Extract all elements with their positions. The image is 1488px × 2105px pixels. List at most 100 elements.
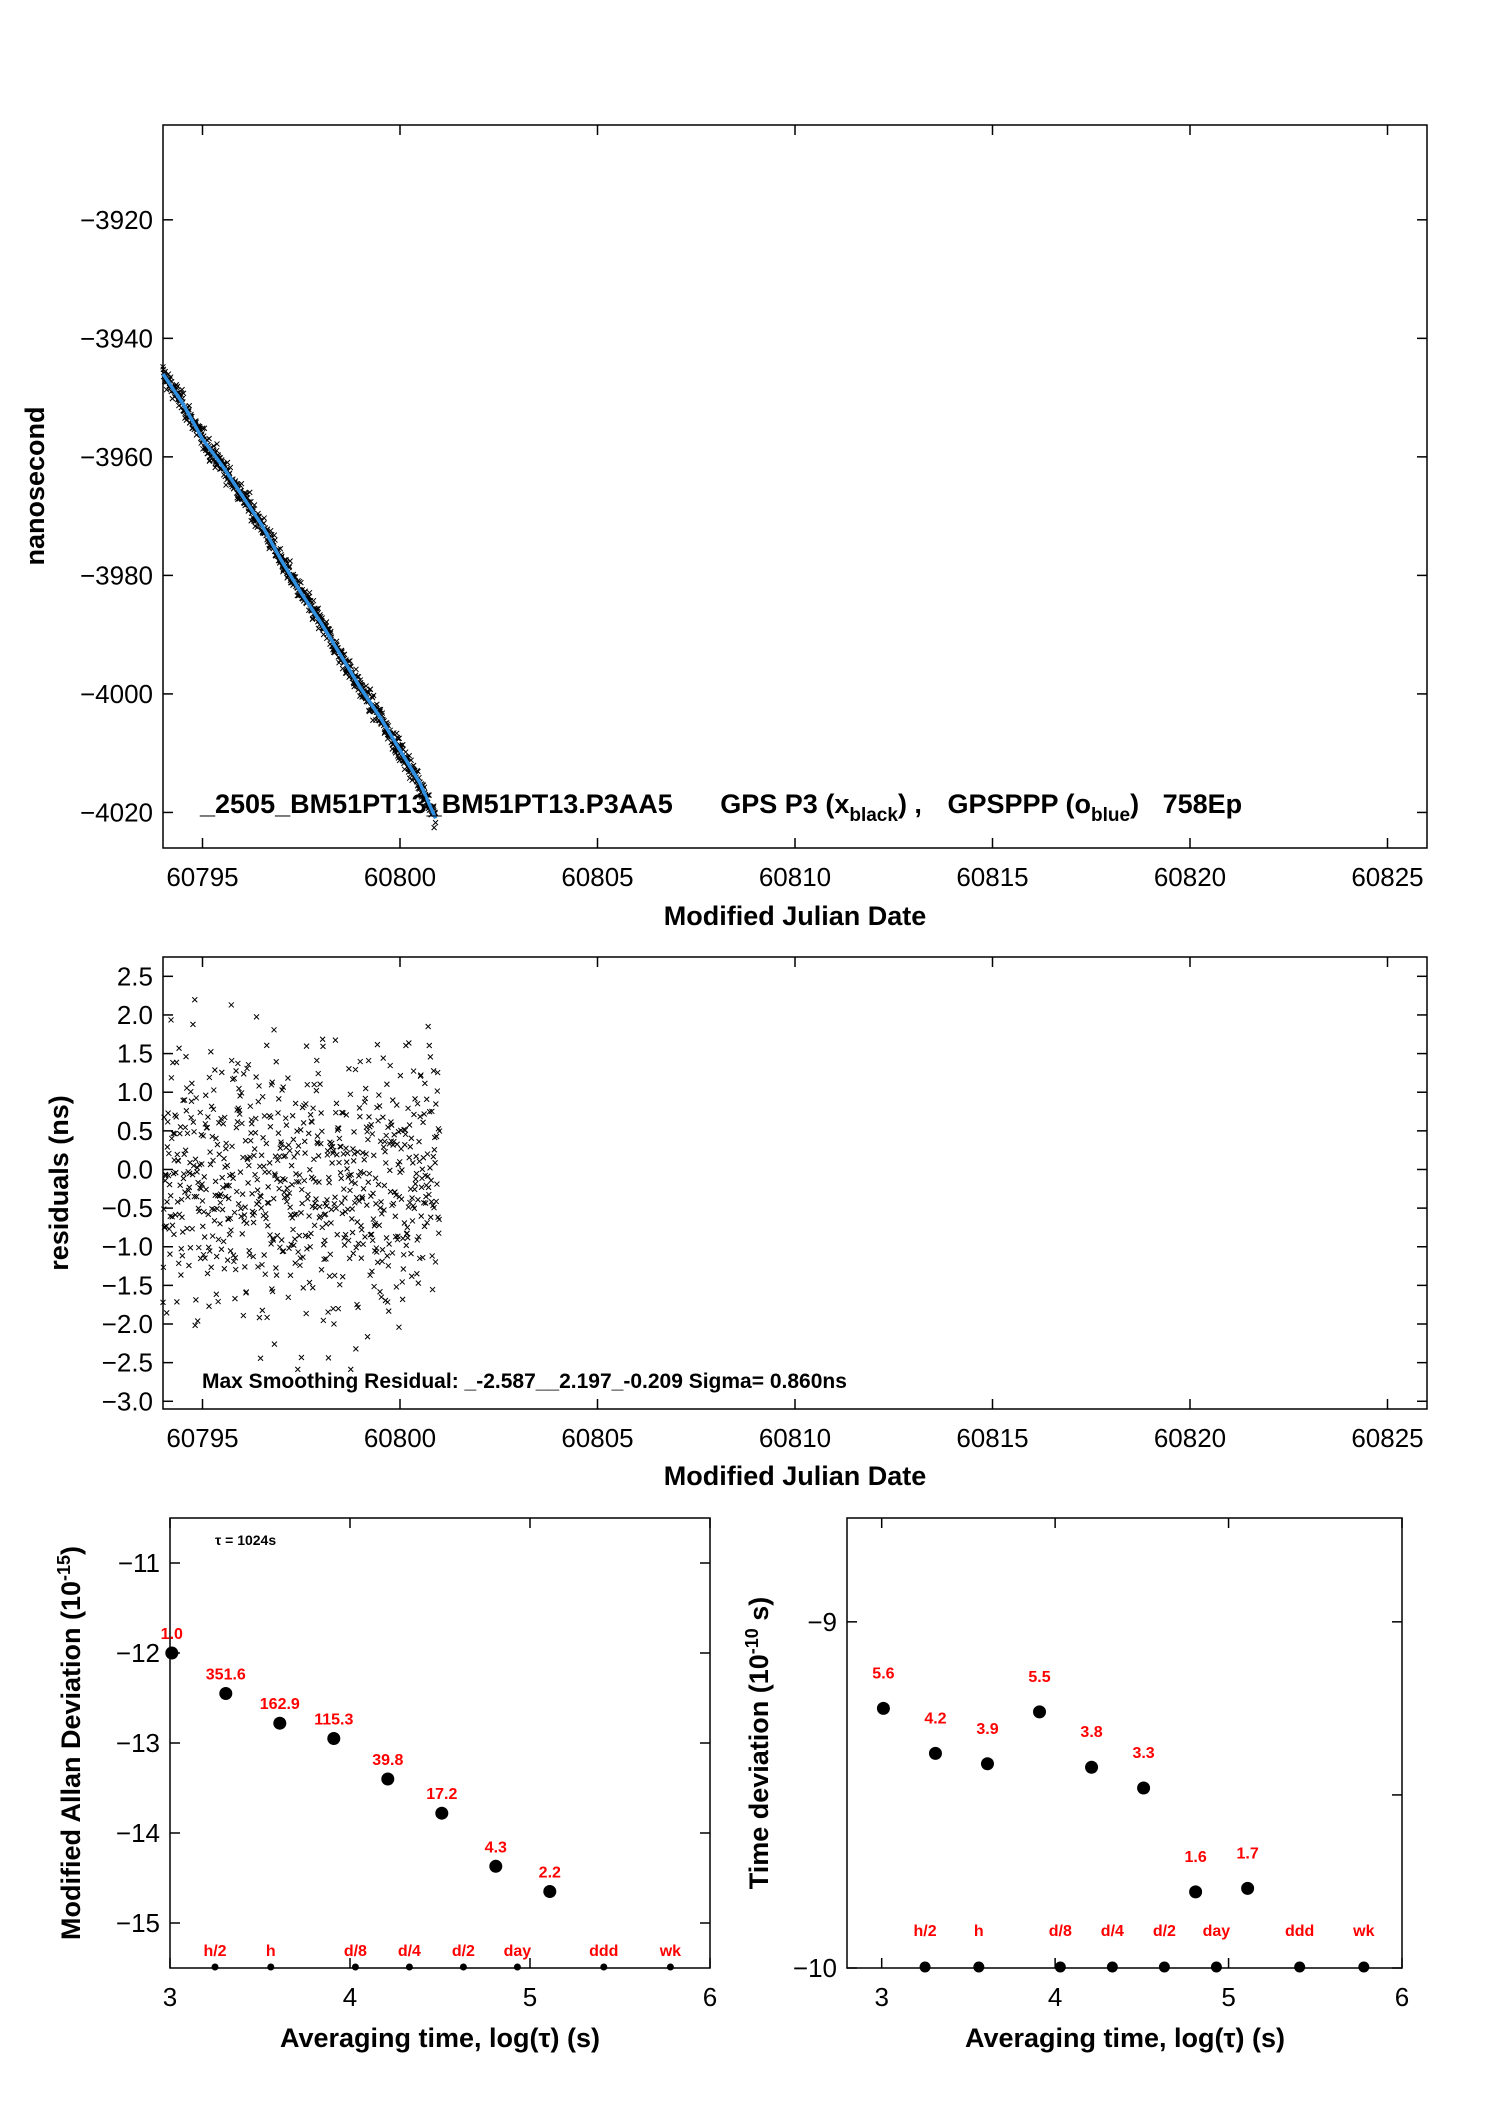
- residual-point: [417, 1113, 423, 1120]
- residual-point: [408, 1273, 415, 1280]
- residuals-y-tick-label: −0.5: [102, 1193, 153, 1223]
- residual-point: [245, 1162, 252, 1169]
- residual-point: [357, 1168, 364, 1175]
- residual-point: [414, 1237, 421, 1243]
- timeseries-point: [251, 502, 258, 508]
- residual-point: [258, 1152, 265, 1159]
- residual-point: [341, 1235, 348, 1241]
- residual-point: [365, 1136, 371, 1143]
- residual-point: [323, 1221, 330, 1227]
- residual-point: [182, 1147, 189, 1154]
- residual-point: [213, 1253, 220, 1260]
- allan-point: [381, 1772, 395, 1786]
- residual-point: [209, 1133, 216, 1140]
- residual-point: [320, 1317, 327, 1324]
- residual-point: [168, 1017, 174, 1023]
- residual-point: [365, 1179, 372, 1186]
- residual-point: [240, 1070, 247, 1077]
- residual-point: [224, 1183, 230, 1189]
- residual-point: [381, 1182, 388, 1189]
- residual-point: [222, 1145, 229, 1152]
- timeseries-point: [306, 589, 313, 596]
- residual-point: [378, 1199, 384, 1205]
- residual-point: [246, 1252, 253, 1258]
- residual-point: [343, 1111, 350, 1118]
- timeseries-point: [432, 819, 439, 826]
- allan-interval-marker: [267, 1963, 275, 1971]
- tdev-x-tick-label: 3: [874, 1982, 888, 2012]
- residual-point: [376, 1092, 382, 1098]
- tdev-interval-label: d/4: [1101, 1923, 1124, 1940]
- residual-point: [254, 1187, 261, 1193]
- timeseries-point: [415, 768, 421, 775]
- residual-point: [390, 1200, 397, 1207]
- residual-point: [278, 1141, 285, 1148]
- residual-point: [237, 1169, 244, 1175]
- residual-point: [165, 1110, 171, 1116]
- residual-point: [412, 1096, 418, 1102]
- residual-point: [189, 1080, 195, 1087]
- allan-interval-label: day: [504, 1943, 532, 1960]
- residual-point: [251, 1152, 257, 1159]
- residual-point: [226, 1182, 232, 1189]
- residual-point: [206, 1074, 213, 1081]
- residual-point: [161, 1223, 168, 1230]
- residual-point: [387, 1062, 394, 1069]
- residual-point: [321, 1256, 327, 1263]
- residual-point: [302, 1150, 308, 1156]
- residual-point: [219, 1206, 226, 1213]
- residual-point: [294, 1149, 301, 1156]
- residual-point: [189, 1171, 196, 1178]
- residuals-x-tick-label: 60800: [364, 1423, 436, 1453]
- residual-point: [177, 1124, 184, 1130]
- residual-point: [179, 1229, 186, 1235]
- residual-point: [304, 1196, 311, 1202]
- residual-point: [373, 1200, 379, 1207]
- allan-y-tick-label: −15: [116, 1908, 160, 1938]
- residual-point: [261, 1113, 268, 1119]
- residual-point: [305, 1130, 312, 1137]
- residual-point: [394, 1141, 400, 1148]
- residual-point: [328, 1220, 334, 1226]
- residual-point: [424, 1173, 431, 1180]
- residual-point: [243, 1220, 250, 1227]
- residual-point: [296, 1172, 303, 1178]
- residual-point: [192, 1322, 198, 1329]
- allan-point-label: 1.0: [161, 1626, 183, 1643]
- residual-point: [292, 1260, 299, 1266]
- timeseries-point: [199, 425, 206, 432]
- residual-point: [400, 1251, 407, 1258]
- residual-point: [322, 1211, 329, 1218]
- residual-point: [317, 1081, 323, 1088]
- residual-point: [255, 1098, 262, 1105]
- timeseries-point: [210, 443, 217, 449]
- residual-point: [269, 1288, 276, 1295]
- residual-point: [381, 1138, 388, 1145]
- residual-point: [424, 1151, 431, 1157]
- residual-point: [227, 1248, 234, 1254]
- residual-point: [171, 1231, 177, 1238]
- timeseries-point: [224, 459, 231, 466]
- residual-point: [361, 1170, 367, 1177]
- residual-point: [263, 1042, 270, 1049]
- residual-point: [293, 1211, 300, 1217]
- residual-point: [284, 1185, 291, 1191]
- residual-point: [358, 1226, 365, 1233]
- residual-point: [174, 1199, 181, 1205]
- residual-point: [407, 1143, 414, 1150]
- residual-point: [167, 1251, 173, 1257]
- tdev-x-tick-label: 5: [1221, 1982, 1235, 2012]
- residual-point: [179, 1214, 185, 1221]
- residuals-y-tick-label: 1.5: [117, 1039, 153, 1069]
- tau-note: τ = 1024s: [215, 1532, 276, 1548]
- residual-point: [423, 1096, 430, 1103]
- timeseries-point: [431, 824, 437, 831]
- residuals-x-tick-label: 60805: [561, 1423, 633, 1453]
- residual-point: [381, 1207, 387, 1213]
- timeseries-x-tick-label: 60820: [1154, 862, 1226, 892]
- residual-point: [425, 1023, 432, 1030]
- residual-point: [353, 1194, 360, 1201]
- timeseries-point: [377, 706, 384, 713]
- tdev-data: 5.6 4.2 3.9 5.5 3.8 3.3 1.6 1.7 h/2 h d/8 d/4 d/2 day…: [872, 1665, 1375, 1973]
- timeseries-point: [261, 515, 268, 521]
